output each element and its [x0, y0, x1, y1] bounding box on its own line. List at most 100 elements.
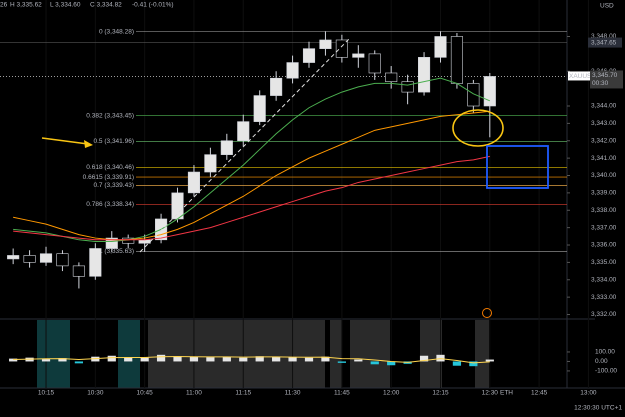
candle-body — [187, 171, 201, 194]
band — [420, 320, 442, 388]
histogram-bar — [272, 356, 281, 362]
histogram-bar — [337, 361, 346, 363]
histogram-bar — [452, 361, 462, 366]
indicator-line — [13, 110, 490, 241]
histogram-bar — [206, 357, 215, 362]
indicator-line — [13, 356, 490, 364]
trend-line[interactable] — [139, 37, 351, 253]
ohlc-header: -0.41 (-0.01%) — [132, 2, 174, 9]
candle-body — [253, 95, 266, 122]
fib-label: 0.6615 (3,339.91) — [83, 174, 134, 181]
candle-body — [72, 265, 85, 277]
candle-body — [220, 140, 233, 155]
y-tick-label: 3,344.00 — [591, 103, 617, 110]
candle-body — [39, 253, 53, 263]
x-tick-label: 12:00 — [383, 390, 400, 397]
histogram-bar — [255, 356, 264, 362]
candle-body — [434, 36, 447, 58]
session: ETH — [500, 390, 513, 397]
histogram-bar — [156, 354, 166, 362]
candle-body — [105, 237, 118, 249]
histogram-bar — [58, 358, 67, 362]
candle-body — [467, 83, 480, 107]
candle-body — [401, 81, 414, 93]
candle-body — [385, 72, 398, 82]
histogram-bar — [74, 361, 84, 364]
y-tick-label: 3,339.00 — [591, 190, 617, 197]
x-tick-label: 11:15 — [235, 390, 251, 397]
histogram-bar — [387, 361, 396, 366]
x-tick-label: 10:45 — [137, 390, 154, 397]
candle-body — [7, 255, 20, 260]
histogram-bar — [304, 357, 314, 362]
histogram-bar — [173, 356, 182, 362]
y-tick-label: 3,334.00 — [591, 276, 617, 283]
histogram-bar — [419, 355, 429, 362]
band — [475, 320, 489, 388]
y-tick-label: 3,348.00 — [591, 33, 617, 40]
arrow-shaft — [41, 137, 89, 145]
y-tick-label: 3,341.00 — [591, 155, 617, 162]
candle-body — [56, 253, 69, 267]
candle-body — [335, 39, 348, 58]
x-tick-label: 10:15 — [38, 390, 55, 397]
indicator-bands — [37, 320, 489, 388]
histogram-bar — [9, 358, 18, 362]
event-marker[interactable] — [482, 308, 492, 318]
x-tick-label: 11:00 — [186, 390, 202, 397]
band — [148, 320, 325, 388]
x-tick-label: 12:45 — [531, 390, 548, 397]
x-tick-label: 12:30 — [482, 390, 499, 397]
candle-body — [237, 121, 250, 142]
last-price-label: 3,345.70 — [592, 72, 618, 79]
clock: 12:30:30 UTC+1 — [574, 405, 622, 412]
candle-body — [23, 255, 36, 263]
histogram-bar — [469, 361, 478, 367]
fib-label: 0 (3,348.28) — [99, 28, 134, 35]
candle-body — [138, 239, 151, 244]
ohlc-header: L 3,334.60 — [50, 2, 81, 9]
x-tick-label: 12:15 — [432, 390, 449, 397]
y-tick-label: 3,337.00 — [591, 224, 617, 231]
fib-label: 0.786 (3,338.34) — [86, 201, 134, 208]
band — [37, 320, 70, 388]
candle-body — [204, 154, 217, 173]
y-tick-label: 0.00 — [595, 358, 608, 365]
band — [118, 320, 140, 388]
candle-body — [286, 62, 299, 79]
ohlc-header: H 3,335.62 — [10, 2, 42, 9]
candle-body — [319, 39, 332, 49]
histogram-bar — [288, 357, 297, 362]
candle-body — [352, 53, 365, 58]
y-tick-label: 3,335.00 — [591, 259, 617, 266]
y-tick-label: 3,342.00 — [591, 137, 617, 144]
arrow[interactable] — [41, 137, 93, 148]
target-box[interactable] — [486, 145, 549, 189]
symbol-label: XAUUSD — [569, 73, 596, 80]
y-tick-label: 3,338.00 — [591, 207, 617, 214]
symbol-tag — [568, 71, 590, 81]
fib-label: 0.618 (3,340.46) — [86, 164, 134, 171]
y-tick-label: 3,343.00 — [591, 120, 617, 127]
histogram-bar — [41, 359, 51, 362]
band — [330, 320, 342, 388]
candle-body — [302, 48, 316, 63]
histogram-bar — [370, 361, 379, 365]
fib-label: 0.382 (3,343.45) — [86, 112, 134, 119]
highlight-ellipse[interactable] — [452, 109, 504, 147]
band — [350, 320, 390, 388]
candle-body — [450, 36, 463, 84]
candle-body — [89, 248, 102, 277]
ohlc-header: C 3,334.82 — [90, 2, 122, 9]
x-tick-label: 11:30 — [285, 390, 301, 397]
y-tick-label: 3,340.00 — [591, 172, 617, 179]
candle-body — [418, 57, 431, 93]
histogram-bar — [107, 355, 116, 362]
fib-label: 0.5 (3,341.96) — [94, 138, 134, 145]
x-tick-label: 13:00 — [580, 390, 597, 397]
histogram-bar — [124, 357, 133, 362]
arrow-head — [84, 140, 93, 148]
